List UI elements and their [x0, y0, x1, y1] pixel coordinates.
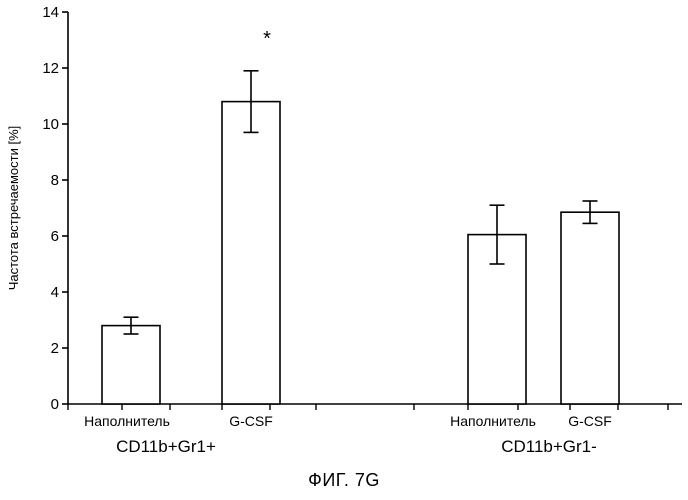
y-tick-label: 0 [51, 396, 59, 413]
y-tick-label: 6 [51, 228, 59, 245]
y-axis-label: Частота встречаемости [%] [6, 126, 21, 291]
category-label: G-CSF [568, 413, 612, 429]
bar [222, 102, 280, 404]
y-tick-label: 4 [51, 284, 59, 301]
y-tick-label: 10 [42, 116, 59, 133]
y-tick-label: 14 [42, 4, 59, 21]
category-label: G-CSF [229, 413, 273, 429]
bar-chart: 0 2 4 6 8 10 12 14 Частота встречаемости [%] Напо… [0, 0, 688, 470]
group-label: CD11b+Gr1+ [116, 437, 216, 456]
significance-marker: * [263, 28, 271, 50]
bar [561, 212, 619, 404]
figure-caption: ФИГ. 7G [0, 470, 688, 491]
y-tick-label: 8 [51, 172, 59, 189]
category-label: Наполнитель [84, 413, 170, 429]
group-label: CD11b+Gr1- [501, 437, 597, 456]
y-tick-label: 2 [51, 340, 59, 357]
y-tick-label: 12 [42, 60, 59, 77]
bar [102, 326, 160, 404]
category-label: Наполнитель [450, 413, 536, 429]
